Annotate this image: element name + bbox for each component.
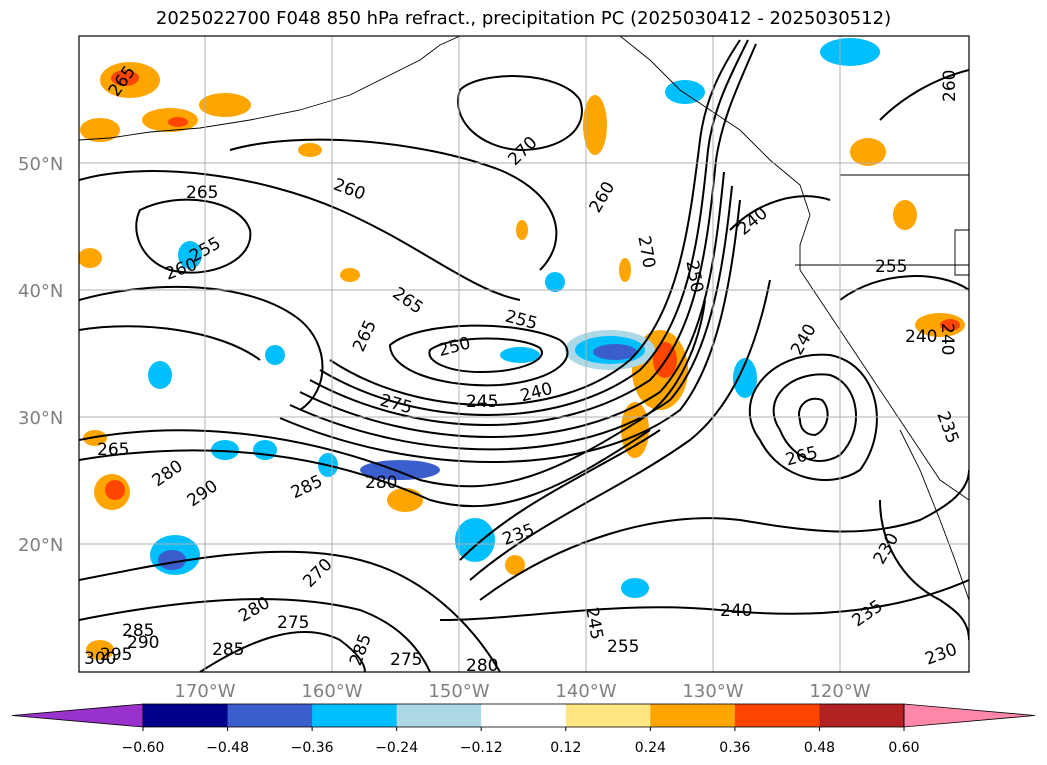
colorbar-swatch [650, 704, 736, 727]
colorbar-swatch [734, 704, 820, 727]
contour-label: 280 [365, 473, 397, 493]
contour-label: 275 [390, 650, 422, 670]
colorbar-extend-max [903, 703, 1036, 728]
contour-label: 245 [466, 392, 498, 412]
contour-label: 260 [940, 70, 960, 102]
colorbar-swatch [565, 704, 651, 727]
contour-label: 290 [127, 633, 159, 653]
contour-label: 300 [84, 649, 116, 669]
contour-label: 265 [97, 440, 129, 460]
lon-label-160w: 160°W [301, 681, 362, 702]
colorbar-swatch [481, 704, 567, 727]
lon-label-130w: 130°W [682, 681, 743, 702]
colorbar: −0.60 −0.48 −0.36 −0.24 −0.12 0.12 0.24 0.36 0.4… [11, 703, 1036, 756]
colorbar-tick-label: −0.48 [206, 740, 249, 756]
colorbar-tick-label: 0.12 [550, 740, 581, 756]
lat-label-50n: 50°N [18, 154, 63, 175]
colorbar-swatch [819, 704, 905, 727]
contour-label: 275 [277, 613, 309, 633]
contour-label: 285 [212, 640, 244, 660]
contour-label: 240 [720, 601, 752, 621]
colorbar-swatch [396, 704, 482, 727]
colorbar-tick-label: −0.60 [122, 740, 165, 756]
colorbar-outline [142, 703, 905, 728]
lon-label-140w: 140°W [555, 681, 616, 702]
colorbar-extend-min [11, 703, 144, 728]
lat-label-40n: 40°N [18, 281, 63, 302]
lon-label-150w: 150°W [428, 681, 489, 702]
lat-label-20n: 20°N [18, 535, 63, 556]
contour-label: 240 [905, 327, 937, 347]
contour-label: 295 [100, 645, 132, 665]
latitude-labels: 50°N 40°N 30°N 20°N [18, 154, 63, 556]
colorbar-tick-label: 0.60 [888, 740, 919, 756]
lon-label-170w: 170°W [174, 681, 235, 702]
colorbar-swatch [312, 704, 398, 727]
precip-negative-shading [148, 38, 880, 598]
map-title: 2025022700 F048 850 hPa refract., precip… [155, 8, 892, 29]
contour-label: 255 [875, 257, 907, 277]
colorbar-tick-label: −0.12 [460, 740, 503, 756]
colorbar-tick-label: −0.24 [375, 740, 418, 756]
lon-label-120w: 120°W [809, 681, 870, 702]
colorbar-swatch [143, 704, 229, 727]
lat-label-30n: 30°N [18, 408, 63, 429]
colorbar-tick-label: 0.36 [719, 740, 750, 756]
gridlines [79, 36, 969, 672]
contour-label: 285 [122, 621, 154, 641]
colorbar-tick-label: 0.24 [635, 740, 666, 756]
longitude-labels: 170°W 160°W 150°W 140°W 130°W 120°W [174, 681, 870, 702]
plot-frame [78, 35, 970, 673]
contour-labels: 265 270 260 260 265 255 260 265 265 255 … [84, 62, 962, 676]
contour-label: 255 [607, 637, 639, 657]
contour-label: 280 [466, 656, 498, 676]
contour-label: 240 [937, 323, 957, 355]
contour-label: 265 [186, 183, 218, 203]
colorbar-tick-label: 0.48 [804, 740, 835, 756]
colorbar-swatch [227, 704, 313, 727]
colorbar-tick-label: −0.36 [291, 740, 334, 756]
